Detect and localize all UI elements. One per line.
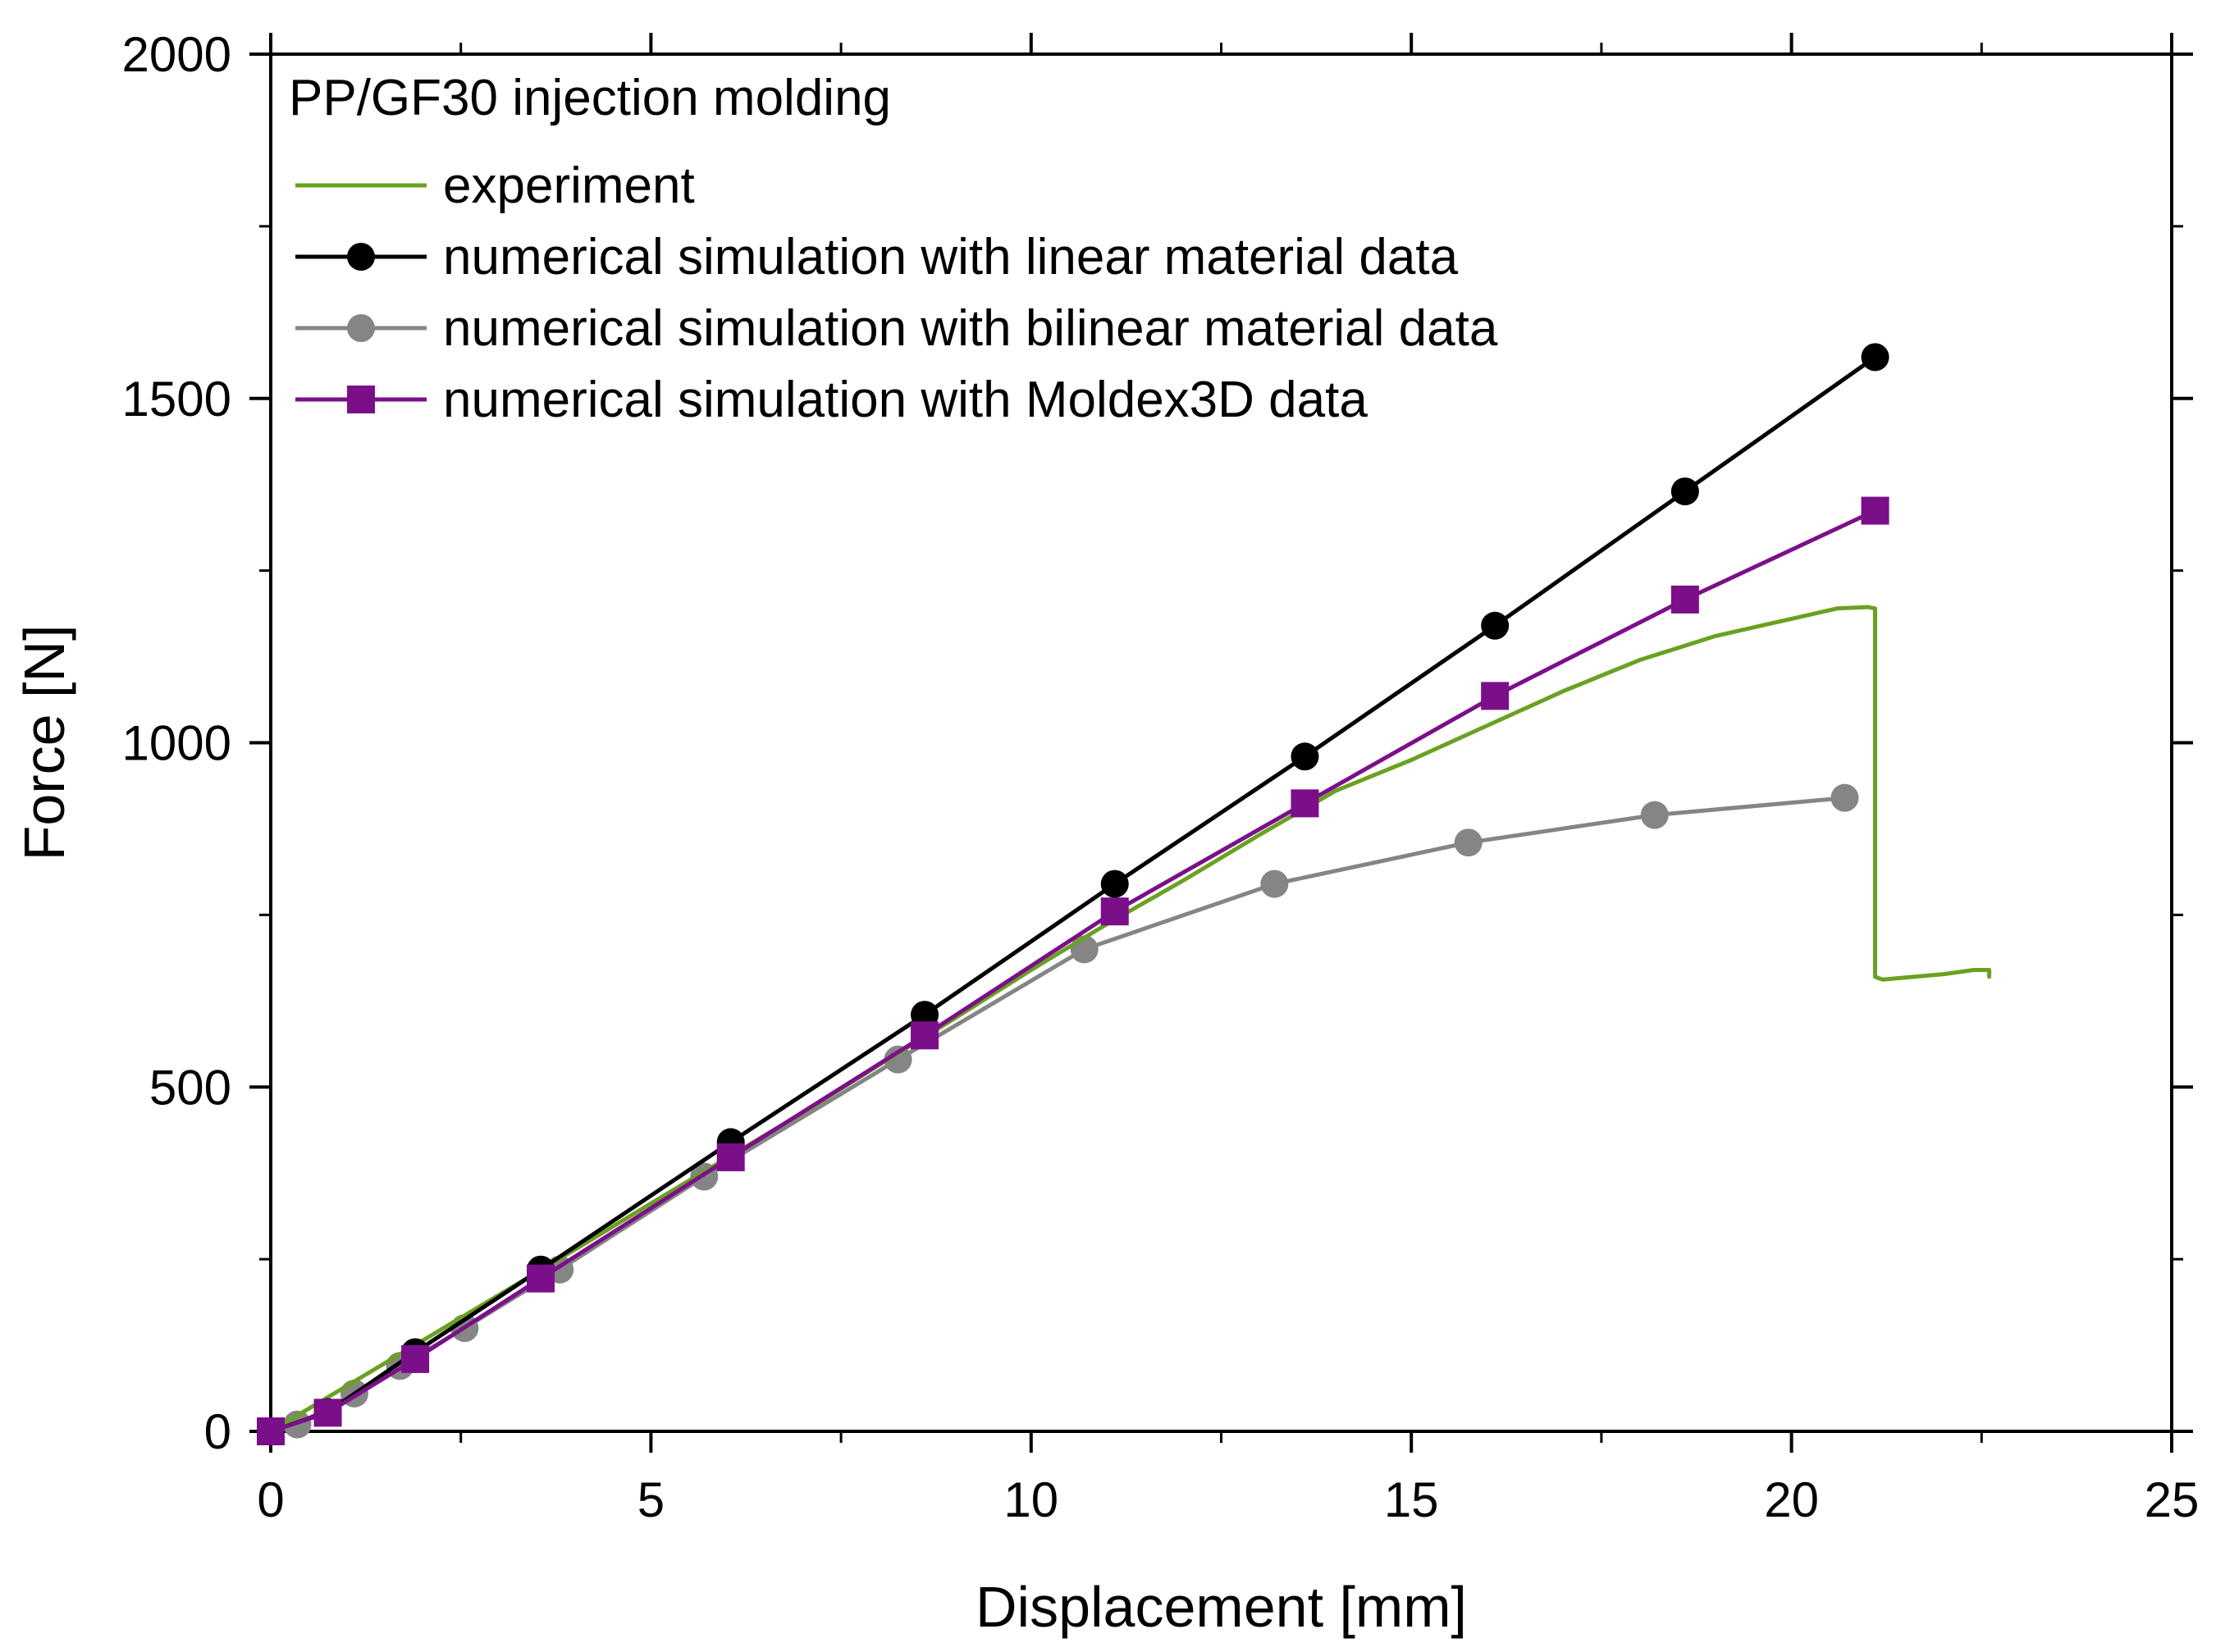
data-point (257, 1417, 285, 1445)
data-point (1454, 828, 1483, 857)
data-point (401, 1344, 430, 1373)
data-point (884, 1045, 912, 1074)
data-point (313, 1399, 342, 1427)
y-tick-label: 2000 (122, 27, 231, 82)
legend-title: PP/GF30 injection molding (289, 70, 891, 126)
x-tick-label: 10 (1003, 1472, 1058, 1527)
legend-swatch-marker (347, 243, 375, 271)
data-point (1830, 783, 1859, 812)
legend-label: numerical simulation with Moldex3D data (443, 372, 1368, 428)
legend-item: numerical simulation with bilinear mater… (295, 300, 1498, 357)
data-point (1670, 477, 1699, 506)
y-tick-label: 0 (204, 1404, 231, 1459)
legend-item: numerical simulation with linear materia… (295, 229, 1459, 285)
data-point (1861, 343, 1889, 372)
series-line (268, 605, 1992, 1434)
legend-item: numerical simulation with Moldex3D data (295, 372, 1368, 428)
data-point (911, 1021, 939, 1050)
data-point (1481, 682, 1510, 710)
legend-item: experiment (295, 157, 695, 214)
x-tick-label: 25 (2145, 1472, 2200, 1527)
axis-ticks: 0 5 10 15 20 25 0 500 1000 1500 2000 (122, 27, 2200, 1527)
data-point (1291, 789, 1319, 818)
legend-label: numerical simulation with bilinear mater… (443, 300, 1498, 357)
x-tick-label: 0 (257, 1472, 284, 1527)
y-tick-label: 1000 (122, 716, 231, 771)
series-0 (268, 605, 1992, 1434)
data-point (1640, 801, 1669, 829)
data-point (1100, 869, 1129, 898)
data-point (1670, 585, 1699, 614)
data-point (1260, 869, 1289, 898)
y-axis-title: Force [N] (12, 625, 76, 861)
series-3 (257, 496, 1889, 1445)
x-tick-label: 20 (1764, 1472, 1819, 1527)
legend-label: experiment (443, 157, 695, 214)
x-axis-title: Displacement [mm] (975, 1575, 1467, 1639)
data-point (716, 1143, 745, 1171)
data-point (527, 1264, 555, 1293)
legend-label: numerical simulation with linear materia… (443, 229, 1459, 285)
data-point (1100, 897, 1129, 926)
legend-swatch-marker (347, 314, 375, 342)
x-tick-label: 5 (637, 1472, 665, 1527)
x-tick-label: 15 (1384, 1472, 1439, 1527)
legend: PP/GF30 injection molding experiment numer… (289, 70, 1498, 428)
series-layer (257, 343, 1992, 1445)
legend-swatch-marker (347, 386, 375, 413)
data-point (1291, 742, 1319, 771)
y-tick-label: 1500 (122, 372, 231, 427)
y-tick-label: 500 (149, 1060, 231, 1115)
data-point (1481, 611, 1510, 640)
data-point (1861, 496, 1889, 525)
